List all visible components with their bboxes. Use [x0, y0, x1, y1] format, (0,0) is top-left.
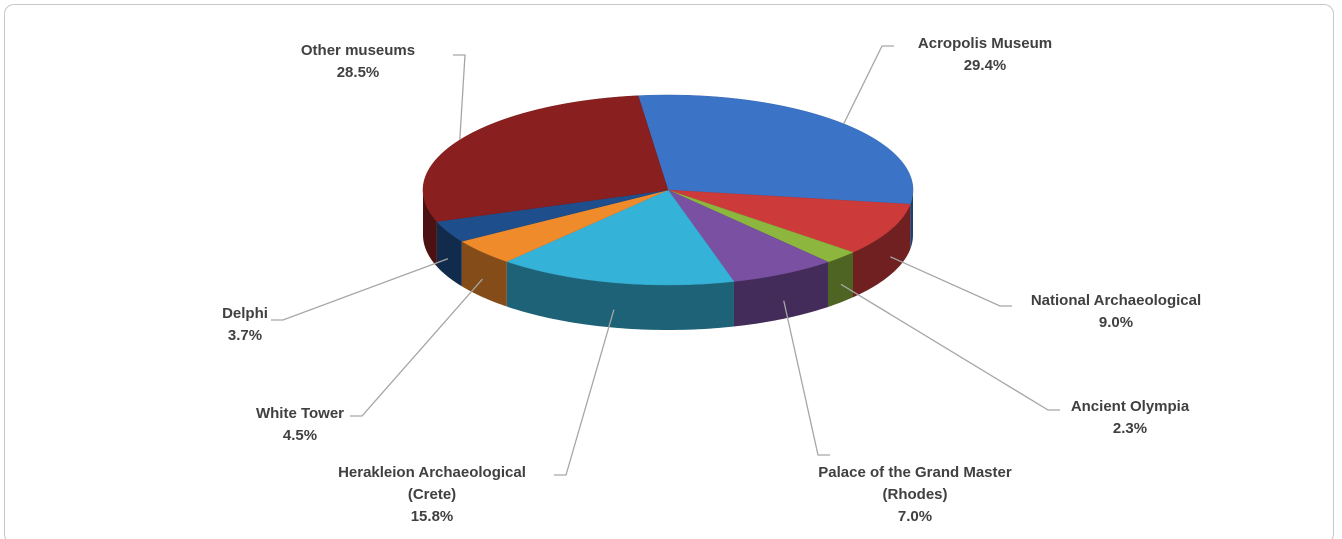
data-label: National Archaeological 9.0%	[966, 290, 1266, 334]
leader-line	[554, 309, 615, 476]
leader-line	[453, 54, 466, 140]
category-label: Herakleion Archaeological (Crete)	[338, 464, 526, 503]
slice-side	[506, 261, 734, 330]
category-label: Delphi	[222, 305, 268, 322]
data-label: Acropolis Museum 29.4%	[835, 33, 1135, 77]
slice	[506, 189, 735, 286]
slice	[422, 95, 669, 222]
value-label: 7.0%	[897, 508, 933, 525]
leader-line	[840, 283, 1060, 411]
category-label: Ancient Olympia	[1070, 398, 1190, 415]
leader-line	[890, 256, 1012, 307]
slice-side	[910, 190, 913, 250]
data-label: Delphi 3.7%	[95, 303, 395, 347]
value-label: 4.5%	[282, 427, 318, 444]
slice-side	[436, 221, 462, 287]
slice	[667, 189, 911, 253]
value-label: 3.7%	[227, 327, 263, 344]
chart-frame	[4, 4, 1334, 539]
value-label: 29.4%	[963, 57, 1007, 74]
value-label: 2.3%	[1112, 420, 1148, 437]
slice-side	[853, 204, 911, 298]
value-label: 28.5%	[336, 64, 380, 81]
category-label: National Archaeological	[1030, 292, 1202, 309]
slice	[667, 189, 854, 263]
slice-side	[827, 252, 854, 307]
data-label: Palace of the Grand Master (Rhodes) 7.0%	[795, 462, 1035, 528]
category-label: Palace of the Grand Master (Rhodes)	[818, 464, 1012, 503]
leader-line	[843, 45, 894, 125]
leader-line	[271, 258, 449, 321]
category-label: White Tower	[255, 405, 345, 422]
value-label: 9.0%	[1098, 314, 1134, 331]
slice-side	[423, 190, 437, 267]
leader-line	[350, 278, 483, 417]
data-label: Ancient Olympia 2.3%	[980, 396, 1280, 440]
category-label: Other museums	[300, 42, 416, 59]
slice	[436, 189, 669, 242]
data-label: Other museums 28.5%	[208, 40, 508, 84]
value-label: 15.8%	[410, 508, 454, 525]
data-label: Herakleion Archaeological (Crete) 15.8%	[312, 462, 552, 528]
slice-side	[733, 261, 828, 327]
category-label: Acropolis Museum	[917, 35, 1053, 52]
slice	[461, 189, 669, 262]
leader-line	[783, 300, 830, 456]
slice	[667, 189, 829, 282]
data-label: White Tower 4.5%	[150, 403, 450, 447]
slice	[637, 94, 914, 205]
